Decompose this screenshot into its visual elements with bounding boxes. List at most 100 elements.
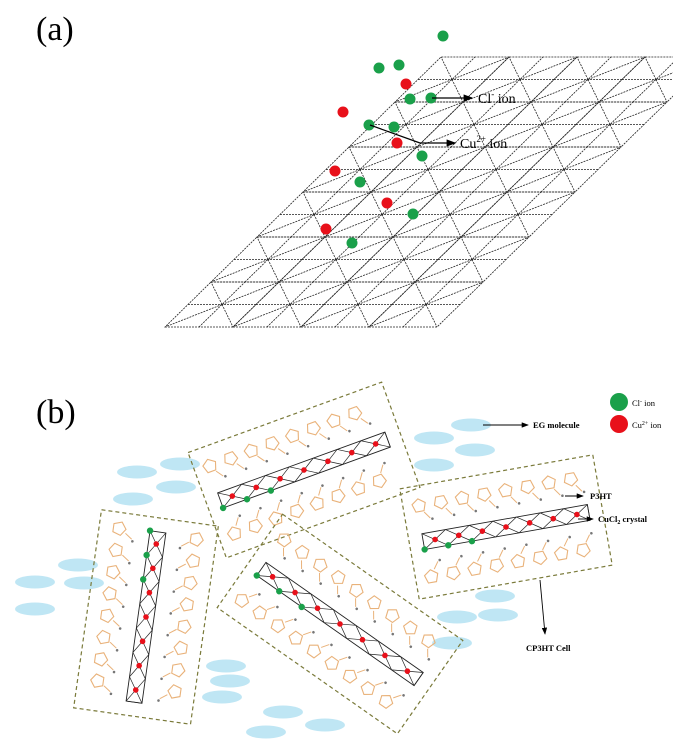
p3ht-ring bbox=[276, 533, 292, 548]
p3ht-atom bbox=[319, 582, 322, 585]
p3ht-chain bbox=[112, 620, 120, 627]
p3ht-atom bbox=[481, 551, 485, 554]
cu-ion bbox=[329, 165, 341, 177]
p3ht-atom bbox=[546, 539, 550, 543]
eg-molecule bbox=[414, 458, 454, 472]
p3ht-ring bbox=[284, 428, 299, 444]
eg-molecule bbox=[113, 492, 153, 506]
p3ht-chain bbox=[532, 492, 539, 500]
p3ht-atom bbox=[286, 452, 289, 455]
p3ht-chain bbox=[498, 549, 504, 558]
cucl2-lattice bbox=[164, 56, 673, 328]
p3ht-ring bbox=[102, 586, 117, 601]
p3ht-chain bbox=[373, 610, 375, 620]
lattice-bond bbox=[359, 146, 418, 170]
lattice-bond bbox=[426, 191, 474, 238]
p3ht-atom bbox=[312, 630, 315, 634]
p3ht-chain bbox=[162, 672, 171, 678]
panel-a-label: (a) bbox=[36, 11, 74, 48]
p3ht-chain bbox=[266, 606, 276, 611]
lattice-bond bbox=[394, 101, 407, 125]
cell-border bbox=[216, 513, 464, 735]
cell-border bbox=[72, 509, 220, 725]
cu-ion bbox=[479, 528, 486, 534]
p3ht-chain bbox=[445, 507, 453, 515]
p3ht-atom bbox=[283, 557, 286, 560]
lattice-bond bbox=[394, 79, 453, 103]
lattice-bond bbox=[530, 79, 589, 103]
p3ht-ring bbox=[252, 605, 268, 620]
lattice-bond bbox=[164, 304, 223, 328]
p3ht-atom bbox=[496, 505, 499, 509]
p3ht-chain bbox=[282, 547, 285, 557]
eg-molecule bbox=[64, 576, 104, 590]
lattice-bond bbox=[586, 101, 634, 148]
p3ht-chain bbox=[339, 425, 348, 432]
p3ht-ring bbox=[510, 553, 525, 569]
p3ht-atom bbox=[244, 467, 248, 471]
lattice-bond bbox=[405, 101, 464, 125]
p3ht-ring bbox=[477, 487, 492, 502]
p3ht-ring bbox=[423, 569, 439, 584]
p3ht-atom bbox=[128, 561, 131, 565]
cell-border bbox=[187, 381, 421, 559]
p3ht-atom bbox=[172, 590, 176, 593]
p3ht-chain bbox=[409, 636, 411, 645]
p3ht-chain bbox=[355, 598, 357, 607]
p3ht-chain bbox=[393, 694, 402, 699]
p3ht-atom bbox=[568, 535, 572, 539]
eg-molecule bbox=[206, 659, 246, 673]
lattice-bond bbox=[210, 259, 269, 283]
p3ht-chain bbox=[115, 598, 123, 605]
p3ht-ring bbox=[202, 458, 217, 474]
p3ht-atom bbox=[348, 656, 351, 659]
lattice-bond bbox=[506, 169, 565, 193]
p3ht-ring bbox=[248, 518, 263, 534]
lattice-bond bbox=[335, 236, 394, 260]
p3ht-atom bbox=[402, 694, 405, 697]
p3ht-ring bbox=[112, 521, 127, 537]
cucl2-bond bbox=[586, 504, 591, 521]
cu-ion bbox=[432, 536, 438, 543]
lattice-bond bbox=[335, 259, 348, 283]
cu-ion bbox=[277, 475, 283, 482]
lattice-bond bbox=[587, 79, 600, 103]
cu-ion bbox=[301, 467, 307, 473]
p3ht-ring bbox=[349, 583, 364, 598]
lattice-bond bbox=[425, 304, 438, 328]
cl-ion bbox=[373, 62, 385, 74]
p3ht-atom bbox=[157, 699, 160, 702]
lattice-bond bbox=[336, 146, 384, 193]
p3ht-atom bbox=[321, 484, 324, 487]
lattice-bond bbox=[609, 101, 668, 125]
p3ht-ring bbox=[108, 542, 123, 558]
p3ht-ring bbox=[350, 481, 365, 496]
p3ht-chain bbox=[433, 561, 439, 570]
lattice-bond bbox=[324, 236, 337, 260]
p3ht-atom bbox=[391, 632, 395, 636]
lattice-bond bbox=[438, 191, 451, 215]
lattice-bond bbox=[427, 146, 486, 170]
cl-ion bbox=[416, 150, 428, 162]
p3ht-ring bbox=[541, 475, 556, 490]
lattice-bond bbox=[451, 56, 510, 80]
p3ht-atom bbox=[259, 506, 262, 510]
cl-ion bbox=[267, 487, 275, 494]
cp3ht-cell bbox=[72, 509, 220, 725]
lattice-bond bbox=[451, 79, 464, 103]
cu-ion bbox=[391, 137, 403, 149]
p3ht-atom bbox=[112, 670, 116, 674]
p3ht-atom bbox=[306, 444, 310, 448]
p3ht-ring bbox=[326, 413, 341, 429]
p3ht-ring bbox=[100, 608, 115, 624]
lattice-bond bbox=[484, 124, 543, 148]
p3ht-atom bbox=[539, 498, 543, 501]
lattice-bond bbox=[655, 79, 668, 103]
p3ht-ring bbox=[93, 652, 109, 667]
p3ht-chain bbox=[360, 418, 369, 424]
cu-ion bbox=[150, 565, 156, 572]
eg-molecule bbox=[246, 725, 286, 739]
cl-ion bbox=[354, 176, 366, 188]
cl-ion bbox=[425, 92, 437, 104]
lattice-bond bbox=[403, 236, 462, 260]
